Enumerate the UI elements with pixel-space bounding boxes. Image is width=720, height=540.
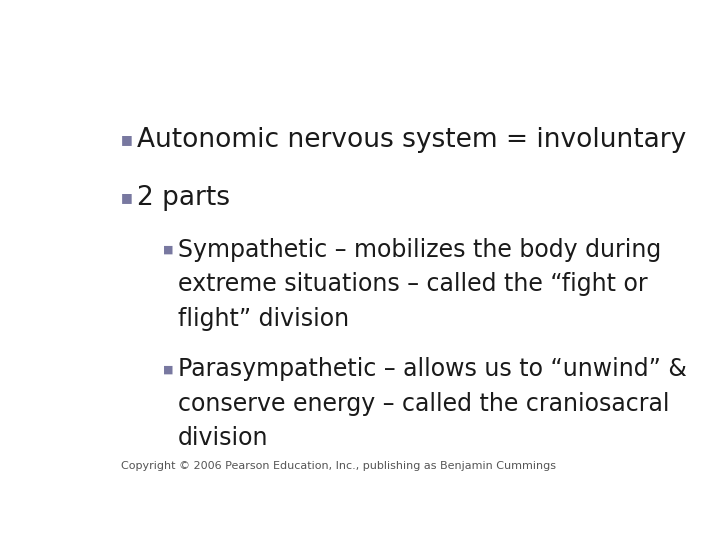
Text: division: division	[178, 426, 269, 450]
Text: Autonomic nervous system = involuntary: Autonomic nervous system = involuntary	[138, 127, 687, 153]
Text: Copyright © 2006 Pearson Education, Inc., publishing as Benjamin Cummings: Copyright © 2006 Pearson Education, Inc.…	[121, 462, 556, 471]
Text: ■: ■	[121, 133, 132, 146]
Text: ■: ■	[163, 245, 173, 255]
Text: Parasympathetic – allows us to “unwind” &: Parasympathetic – allows us to “unwind” …	[178, 357, 687, 381]
Text: flight” division: flight” division	[178, 307, 349, 331]
Text: Sympathetic – mobilizes the body during: Sympathetic – mobilizes the body during	[178, 238, 662, 262]
Text: ■: ■	[163, 364, 173, 374]
Text: extreme situations – called the “fight or: extreme situations – called the “fight o…	[178, 272, 648, 296]
Text: 2 parts: 2 parts	[138, 185, 230, 211]
Text: ■: ■	[121, 191, 132, 204]
Text: conserve energy – called the craniosacral: conserve energy – called the craniosacra…	[178, 392, 670, 416]
